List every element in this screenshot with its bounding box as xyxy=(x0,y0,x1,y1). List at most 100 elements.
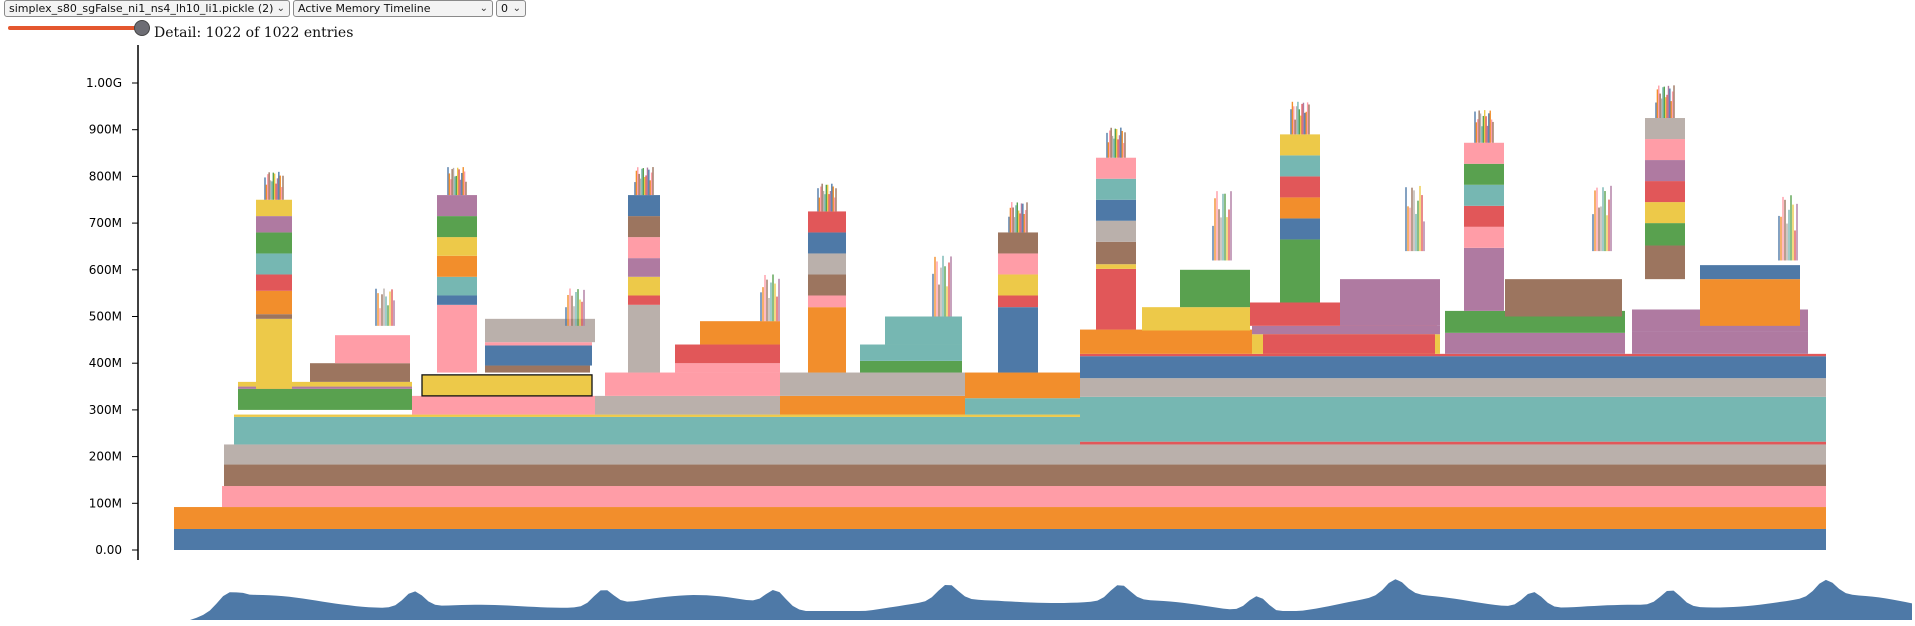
chevron-down-icon: ⌄ xyxy=(512,3,521,14)
memory-block xyxy=(1096,241,1136,265)
memory-block xyxy=(1096,157,1136,179)
memory-block xyxy=(437,195,477,217)
memory-block xyxy=(1096,268,1136,330)
minimap-area xyxy=(190,579,1912,620)
memory-block xyxy=(1464,247,1504,311)
memory-block xyxy=(1096,199,1136,221)
memory-block xyxy=(256,216,292,233)
memory-block xyxy=(808,274,846,296)
memory-block xyxy=(628,295,660,305)
memory-block xyxy=(256,232,292,254)
memory-block xyxy=(1645,202,1685,224)
memory-block xyxy=(485,345,592,366)
memory-block xyxy=(595,395,780,415)
minimap[interactable] xyxy=(190,579,1912,620)
memory-block xyxy=(1645,181,1685,203)
memory-block xyxy=(256,199,292,217)
memory-block xyxy=(1080,378,1826,397)
memory-block xyxy=(1645,223,1685,246)
memory-block xyxy=(1645,139,1685,161)
memory-block xyxy=(1280,239,1320,303)
memory-block xyxy=(1280,134,1320,156)
memory-block xyxy=(1464,142,1504,164)
memory-block xyxy=(234,416,1080,445)
y-tick-label: 900M xyxy=(89,123,122,137)
memory-block xyxy=(628,237,660,259)
view-select[interactable]: Active Memory Timeline ⌄ xyxy=(293,0,493,17)
memory-block xyxy=(1464,205,1504,227)
memory-block xyxy=(437,304,477,373)
memory-block xyxy=(628,216,660,238)
memory-block xyxy=(412,395,595,415)
memory-block xyxy=(808,295,846,308)
snapshot-file-value: simplex_s80_sgFalse_ni1_ns4_lh10_li1.pic… xyxy=(9,2,274,15)
memory-block xyxy=(808,253,846,275)
memory-block xyxy=(238,386,412,389)
index-select[interactable]: 0 ⌄ xyxy=(496,0,526,17)
memory-block xyxy=(222,486,1826,508)
memory-block xyxy=(860,360,962,373)
memory-block xyxy=(998,307,1038,373)
y-tick-label: 200M xyxy=(89,450,122,464)
memory-block xyxy=(485,318,595,343)
y-tick-label: 400M xyxy=(89,356,122,370)
memory-block xyxy=(174,528,1826,550)
memory-block xyxy=(1096,178,1136,200)
memory-block xyxy=(1632,331,1808,354)
memory-block xyxy=(310,363,410,382)
memory-block xyxy=(628,258,660,277)
index-value: 0 xyxy=(501,2,508,15)
memory-block xyxy=(437,255,477,277)
memory-block xyxy=(1645,160,1685,182)
y-tick-label: 300M xyxy=(89,403,122,417)
memory-bands[interactable] xyxy=(174,85,1826,550)
memory-block xyxy=(256,290,292,315)
memory-block xyxy=(1180,269,1250,308)
memory-block xyxy=(1080,396,1826,442)
memory-block xyxy=(256,253,292,275)
slider-thumb[interactable] xyxy=(134,20,150,36)
memory-block xyxy=(998,295,1038,308)
memory-block xyxy=(780,395,965,415)
memory-block xyxy=(628,195,660,217)
y-tick-label: 700M xyxy=(89,216,122,230)
memory-block xyxy=(174,507,1826,529)
memory-block xyxy=(1700,265,1800,280)
memory-block xyxy=(675,344,780,364)
snapshot-file-select[interactable]: simplex_s80_sgFalse_ni1_ns4_lh10_li1.pic… xyxy=(4,0,290,17)
memory-block xyxy=(628,276,660,296)
memory-block xyxy=(1263,334,1435,354)
memory-block xyxy=(998,274,1038,296)
y-axis: 0.00 100M 200M 300M 400M 500M 600M 700M 800M 900M… xyxy=(86,45,139,560)
slider-track xyxy=(8,26,142,30)
chevron-down-icon: ⌄ xyxy=(479,3,488,14)
memory-block xyxy=(1464,226,1504,248)
y-tick-label: 600M xyxy=(89,263,122,277)
memory-block xyxy=(437,237,477,256)
memory-block xyxy=(437,276,477,296)
memory-block xyxy=(238,381,412,387)
memory-block xyxy=(1250,302,1437,326)
memory-block xyxy=(1280,155,1320,177)
memory-block xyxy=(1505,279,1622,317)
memory-block xyxy=(965,372,1080,399)
memory-block xyxy=(1080,329,1252,354)
memory-block xyxy=(1252,325,1440,335)
memory-block xyxy=(238,388,412,410)
memory-block xyxy=(808,211,846,233)
memory-block xyxy=(1464,184,1504,206)
memory-block xyxy=(1340,279,1440,326)
memory-block xyxy=(998,253,1038,275)
detail-slider[interactable] xyxy=(8,20,150,36)
memory-block xyxy=(1645,118,1685,140)
y-tick-label: 100M xyxy=(89,496,122,510)
toolbar: simplex_s80_sgFalse_ni1_ns4_lh10_li1.pic… xyxy=(4,0,526,19)
memory-block xyxy=(1280,197,1320,219)
y-tick-label: 1.00G xyxy=(86,76,122,90)
memory-block xyxy=(998,232,1038,254)
memory-block xyxy=(1464,163,1504,185)
memory-block xyxy=(675,363,780,373)
memory-block xyxy=(1280,218,1320,240)
memory-block xyxy=(1445,332,1625,354)
